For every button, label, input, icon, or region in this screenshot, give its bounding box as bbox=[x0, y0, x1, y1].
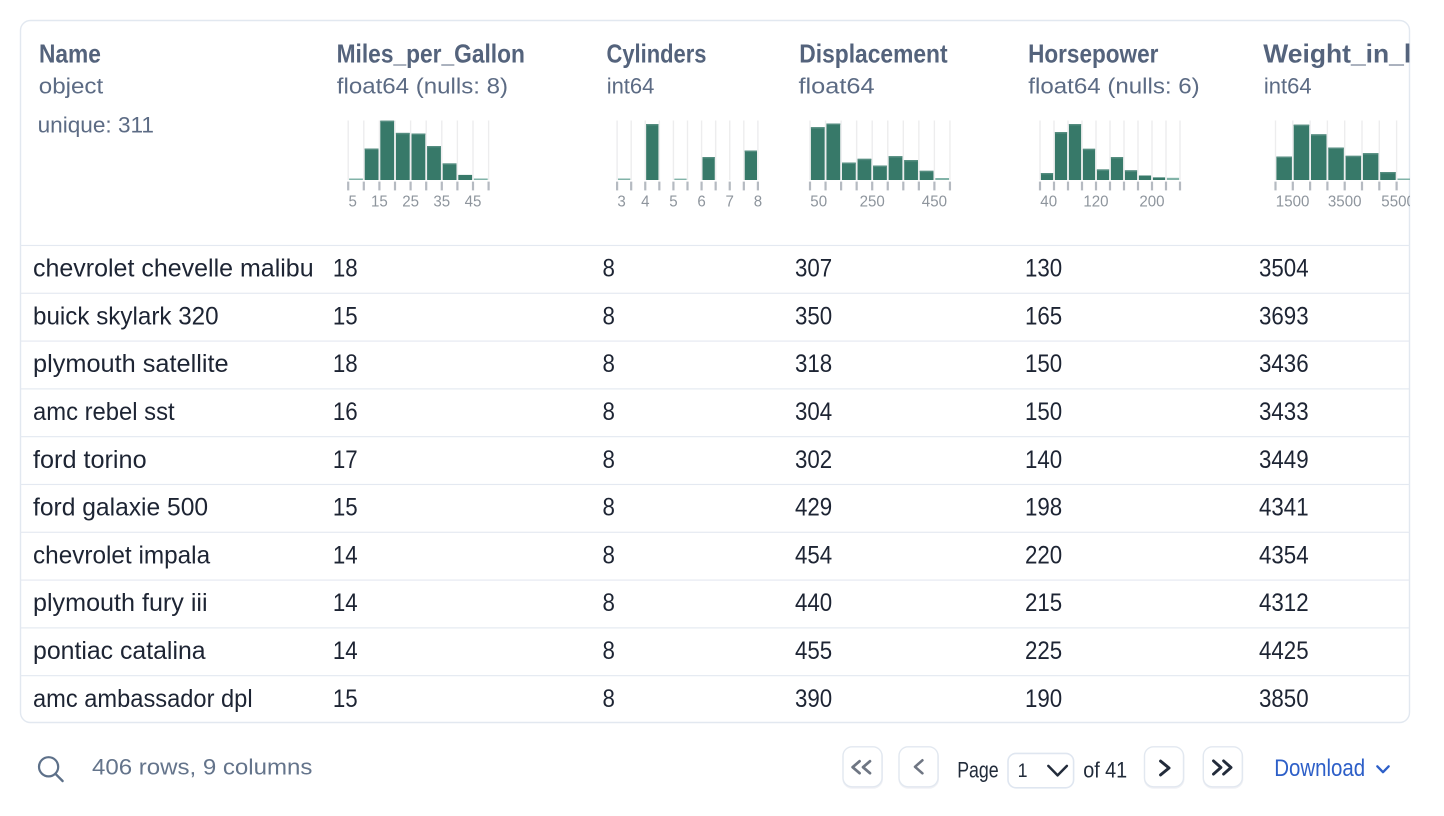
svg-text:15: 15 bbox=[333, 302, 358, 330]
svg-text:15: 15 bbox=[333, 494, 358, 522]
svg-text:50: 50 bbox=[810, 194, 827, 211]
svg-text:ford torino: ford torino bbox=[33, 446, 147, 474]
svg-text:14: 14 bbox=[333, 541, 358, 569]
svg-text:float64 (nulls: 8): float64 (nulls: 8) bbox=[337, 74, 508, 99]
svg-text:ford galaxie 500: ford galaxie 500 bbox=[33, 494, 208, 522]
svg-text:3436: 3436 bbox=[1259, 350, 1309, 378]
svg-text:318: 318 bbox=[795, 350, 832, 378]
svg-text:8: 8 bbox=[603, 350, 615, 378]
svg-text:6: 6 bbox=[697, 194, 705, 211]
svg-text:190: 190 bbox=[1025, 685, 1062, 713]
svg-text:390: 390 bbox=[795, 685, 832, 713]
svg-text:130: 130 bbox=[1025, 255, 1062, 283]
svg-text:plymouth satellite: plymouth satellite bbox=[33, 350, 229, 378]
svg-text:5: 5 bbox=[669, 194, 677, 211]
svg-text:200: 200 bbox=[1139, 194, 1164, 211]
svg-text:float64: float64 bbox=[799, 74, 875, 99]
svg-text:3: 3 bbox=[617, 194, 625, 211]
svg-text:chevrolet chevelle malibu: chevrolet chevelle malibu bbox=[33, 255, 314, 283]
svg-text:1500: 1500 bbox=[1276, 194, 1310, 211]
svg-text:3693: 3693 bbox=[1259, 302, 1309, 330]
svg-text:object: object bbox=[39, 74, 103, 99]
svg-text:215: 215 bbox=[1025, 589, 1062, 617]
svg-text:3449: 3449 bbox=[1259, 446, 1309, 474]
svg-text:8: 8 bbox=[754, 194, 762, 211]
svg-text:pontiac catalina: pontiac catalina bbox=[33, 637, 206, 665]
svg-text:17: 17 bbox=[333, 446, 358, 474]
svg-text:18: 18 bbox=[333, 255, 358, 283]
svg-text:4: 4 bbox=[641, 194, 649, 211]
svg-text:150: 150 bbox=[1025, 398, 1062, 426]
svg-text:45: 45 bbox=[465, 194, 482, 211]
svg-text:8: 8 bbox=[603, 494, 615, 522]
svg-text:Page: Page bbox=[957, 758, 999, 783]
svg-text:int64: int64 bbox=[607, 74, 655, 99]
svg-text:307: 307 bbox=[795, 255, 832, 283]
svg-text:Miles_per_Gallon: Miles_per_Gallon bbox=[337, 39, 525, 69]
svg-text:120: 120 bbox=[1083, 194, 1108, 211]
svg-text:3433: 3433 bbox=[1259, 398, 1309, 426]
svg-text:5500: 5500 bbox=[1381, 194, 1415, 211]
svg-text:Download: Download bbox=[1274, 755, 1365, 782]
svg-text:15: 15 bbox=[333, 685, 358, 713]
svg-text:220: 220 bbox=[1025, 541, 1062, 569]
svg-text:8: 8 bbox=[603, 255, 615, 283]
svg-text:350: 350 bbox=[795, 302, 832, 330]
svg-text:plymouth fury iii: plymouth fury iii bbox=[33, 589, 208, 617]
svg-text:4425: 4425 bbox=[1259, 637, 1309, 665]
svg-text:8: 8 bbox=[603, 541, 615, 569]
svg-text:3504: 3504 bbox=[1259, 255, 1309, 283]
svg-text:16: 16 bbox=[333, 398, 358, 426]
svg-text:40: 40 bbox=[1040, 194, 1057, 211]
svg-text:140: 140 bbox=[1025, 446, 1062, 474]
svg-text:225: 225 bbox=[1025, 637, 1062, 665]
svg-text:406 rows, 9 columns: 406 rows, 9 columns bbox=[92, 754, 312, 779]
svg-text:int64: int64 bbox=[1264, 74, 1312, 99]
svg-text:8: 8 bbox=[603, 637, 615, 665]
svg-text:4341: 4341 bbox=[1259, 494, 1309, 522]
svg-text:440: 440 bbox=[795, 589, 832, 617]
svg-text:14: 14 bbox=[333, 589, 358, 617]
svg-text:429: 429 bbox=[795, 494, 832, 522]
svg-text:chevrolet impala: chevrolet impala bbox=[33, 541, 210, 569]
svg-text:Cylinders: Cylinders bbox=[607, 39, 707, 69]
svg-text:455: 455 bbox=[795, 637, 832, 665]
svg-text:5: 5 bbox=[349, 194, 357, 211]
svg-text:4354: 4354 bbox=[1259, 541, 1309, 569]
svg-text:Displacement: Displacement bbox=[799, 39, 948, 69]
svg-text:unique: 311: unique: 311 bbox=[38, 113, 154, 138]
svg-text:Horsepower: Horsepower bbox=[1028, 39, 1158, 69]
svg-text:amc rebel sst: amc rebel sst bbox=[33, 398, 175, 426]
svg-text:buick skylark 320: buick skylark 320 bbox=[33, 302, 219, 330]
svg-text:Weight_in_lbs: Weight_in_lbs bbox=[1263, 39, 1442, 69]
svg-text:Name: Name bbox=[39, 39, 101, 69]
svg-text:of 41: of 41 bbox=[1083, 758, 1127, 783]
svg-text:amc ambassador dpl: amc ambassador dpl bbox=[33, 685, 253, 713]
svg-text:150: 150 bbox=[1025, 350, 1062, 378]
svg-text:165: 165 bbox=[1025, 302, 1062, 330]
svg-text:250: 250 bbox=[860, 194, 885, 211]
svg-text:float64 (nulls: 6): float64 (nulls: 6) bbox=[1028, 74, 1199, 99]
svg-text:8: 8 bbox=[603, 446, 615, 474]
svg-text:1: 1 bbox=[1018, 761, 1028, 782]
svg-text:3850: 3850 bbox=[1259, 685, 1309, 713]
svg-text:25: 25 bbox=[402, 194, 419, 211]
svg-text:454: 454 bbox=[795, 541, 832, 569]
svg-text:198: 198 bbox=[1025, 494, 1062, 522]
svg-text:14: 14 bbox=[333, 637, 358, 665]
svg-text:7: 7 bbox=[726, 194, 734, 211]
svg-text:3500: 3500 bbox=[1328, 194, 1362, 211]
svg-text:450: 450 bbox=[922, 194, 947, 211]
svg-text:304: 304 bbox=[795, 398, 832, 426]
svg-text:302: 302 bbox=[795, 446, 832, 474]
svg-text:15: 15 bbox=[371, 194, 388, 211]
svg-text:8: 8 bbox=[603, 398, 615, 426]
svg-text:35: 35 bbox=[433, 194, 450, 211]
svg-text:18: 18 bbox=[333, 350, 358, 378]
svg-text:8: 8 bbox=[603, 589, 615, 617]
svg-text:8: 8 bbox=[603, 302, 615, 330]
svg-text:8: 8 bbox=[603, 685, 615, 713]
svg-text:4312: 4312 bbox=[1259, 589, 1309, 617]
